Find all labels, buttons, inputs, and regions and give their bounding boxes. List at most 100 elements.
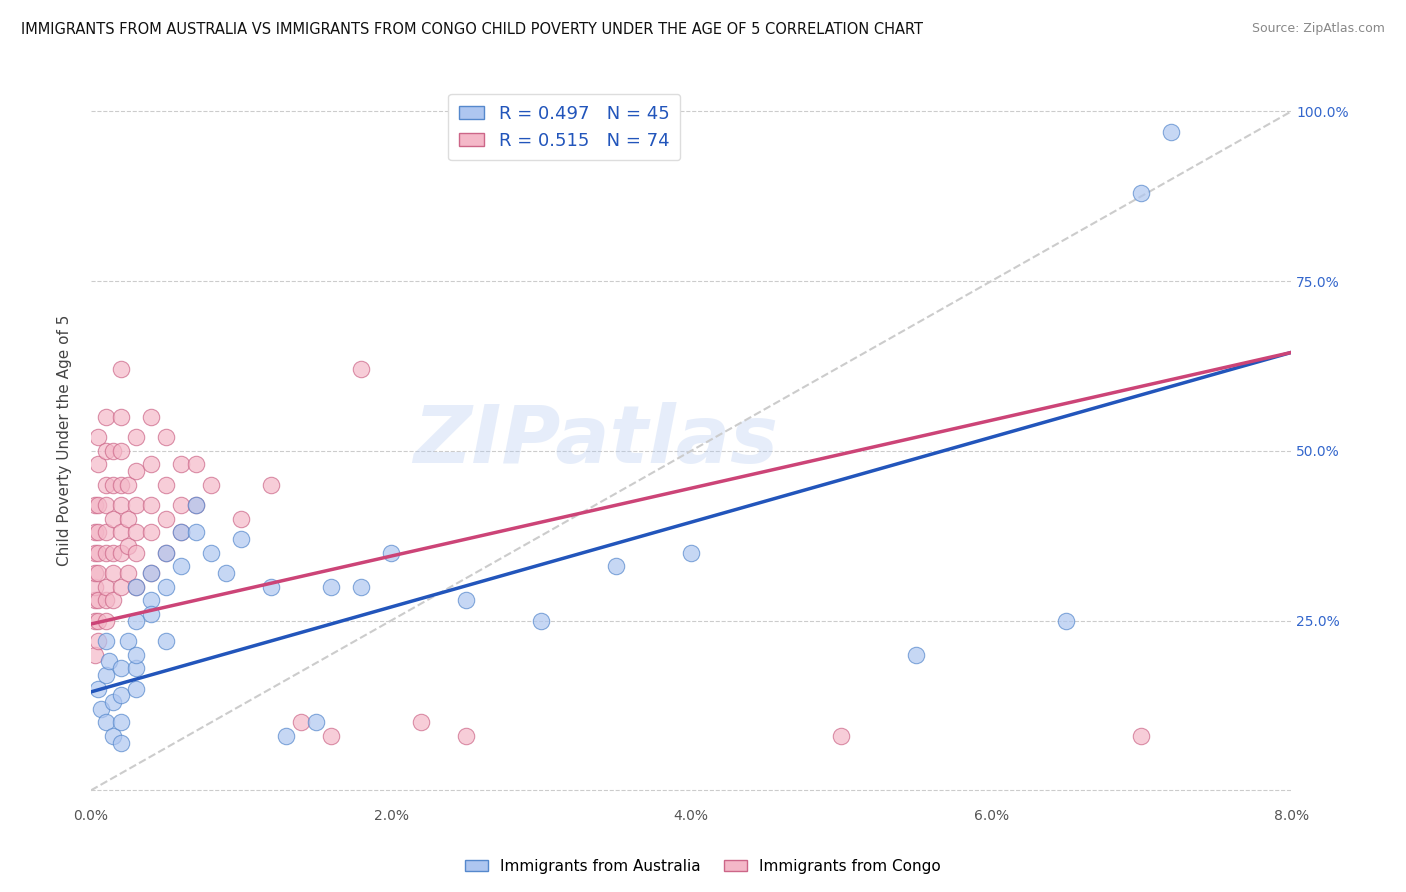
Point <box>103 512 125 526</box>
Point <box>319 729 342 743</box>
Point <box>454 593 477 607</box>
Point <box>87 634 110 648</box>
Point <box>94 525 117 540</box>
Point <box>110 580 132 594</box>
Legend: R = 0.497   N = 45, R = 0.515   N = 74: R = 0.497 N = 45, R = 0.515 N = 74 <box>449 94 681 161</box>
Point <box>110 525 132 540</box>
Point <box>139 607 162 621</box>
Point <box>84 593 107 607</box>
Point <box>125 661 148 675</box>
Point <box>84 648 107 662</box>
Point <box>103 546 125 560</box>
Point <box>139 498 162 512</box>
Point <box>110 736 132 750</box>
Point <box>94 498 117 512</box>
Point <box>170 525 193 540</box>
Point <box>94 715 117 730</box>
Text: Source: ZipAtlas.com: Source: ZipAtlas.com <box>1251 22 1385 36</box>
Point <box>103 695 125 709</box>
Point <box>184 525 207 540</box>
Point <box>305 715 328 730</box>
Point <box>125 498 148 512</box>
Point <box>1130 729 1153 743</box>
Point <box>94 614 117 628</box>
Y-axis label: Child Poverty Under the Age of 5: Child Poverty Under the Age of 5 <box>58 315 72 566</box>
Point <box>350 362 373 376</box>
Point <box>170 498 193 512</box>
Point <box>110 443 132 458</box>
Point <box>110 661 132 675</box>
Point <box>103 593 125 607</box>
Point <box>94 546 117 560</box>
Point <box>155 580 177 594</box>
Point <box>139 593 162 607</box>
Point <box>229 532 252 546</box>
Point <box>94 478 117 492</box>
Point <box>110 688 132 702</box>
Point <box>94 443 117 458</box>
Point <box>200 546 222 560</box>
Point <box>117 478 139 492</box>
Point <box>155 546 177 560</box>
Point <box>103 729 125 743</box>
Point <box>94 668 117 682</box>
Point <box>103 566 125 580</box>
Point <box>94 593 117 607</box>
Point <box>409 715 432 730</box>
Point <box>103 443 125 458</box>
Point <box>380 546 402 560</box>
Point <box>184 498 207 512</box>
Point <box>170 559 193 574</box>
Point <box>87 593 110 607</box>
Point <box>125 464 148 478</box>
Point <box>319 580 342 594</box>
Text: ZIPatlas: ZIPatlas <box>412 401 778 480</box>
Point <box>84 525 107 540</box>
Point <box>117 512 139 526</box>
Point <box>1054 614 1077 628</box>
Point <box>125 681 148 696</box>
Point <box>830 729 852 743</box>
Point <box>125 648 148 662</box>
Point <box>1160 125 1182 139</box>
Point <box>110 362 132 376</box>
Point <box>605 559 627 574</box>
Point <box>184 498 207 512</box>
Point <box>84 566 107 580</box>
Point <box>87 681 110 696</box>
Point <box>184 458 207 472</box>
Point <box>139 458 162 472</box>
Point <box>215 566 238 580</box>
Point <box>125 580 148 594</box>
Point <box>1130 186 1153 200</box>
Point <box>155 430 177 444</box>
Point <box>84 614 107 628</box>
Point <box>110 409 132 424</box>
Point <box>681 546 703 560</box>
Point <box>155 634 177 648</box>
Point <box>87 566 110 580</box>
Point <box>94 634 117 648</box>
Point <box>229 512 252 526</box>
Point <box>290 715 312 730</box>
Point <box>84 580 107 594</box>
Point <box>125 525 148 540</box>
Point <box>94 409 117 424</box>
Point <box>139 409 162 424</box>
Point <box>110 546 132 560</box>
Point <box>94 580 117 594</box>
Point <box>125 614 148 628</box>
Point <box>260 478 283 492</box>
Point <box>87 430 110 444</box>
Point <box>139 566 162 580</box>
Point <box>260 580 283 594</box>
Point <box>87 458 110 472</box>
Point <box>170 458 193 472</box>
Point <box>454 729 477 743</box>
Point <box>170 525 193 540</box>
Point <box>84 546 107 560</box>
Point <box>139 525 162 540</box>
Point <box>117 634 139 648</box>
Text: IMMIGRANTS FROM AUSTRALIA VS IMMIGRANTS FROM CONGO CHILD POVERTY UNDER THE AGE O: IMMIGRANTS FROM AUSTRALIA VS IMMIGRANTS … <box>21 22 924 37</box>
Point <box>125 546 148 560</box>
